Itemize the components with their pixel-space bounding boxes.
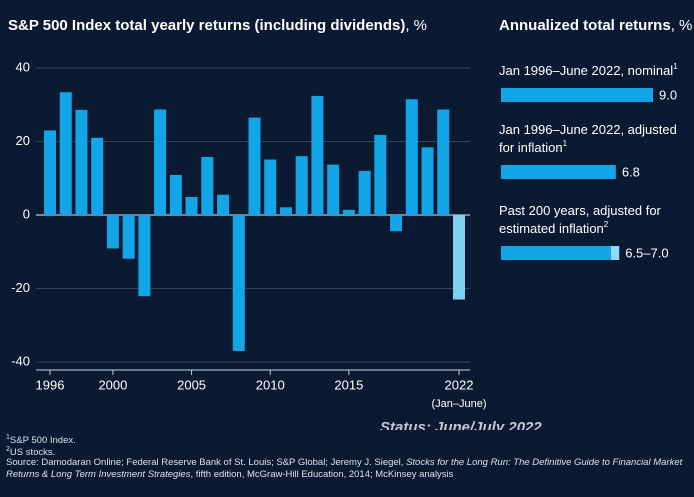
label-text: for inflation	[499, 140, 563, 155]
bar	[185, 196, 198, 215]
range-bar	[610, 246, 620, 260]
y-tick-label: 0	[23, 206, 30, 221]
footnote-mark: 1	[6, 434, 10, 441]
label-text: Past 200 years, adjusted for	[499, 203, 662, 218]
value-label: 6.5–7.0	[625, 245, 668, 260]
bar	[501, 246, 611, 260]
value-label: 6.8	[622, 164, 640, 179]
bar	[264, 159, 277, 215]
bar	[311, 95, 324, 215]
bar	[501, 165, 616, 179]
title: S&P 500 Index total yearly returns (incl…	[8, 17, 405, 34]
bar	[232, 215, 245, 351]
bar-label: Jan 1996–June 2022, nominal1	[499, 62, 678, 78]
bar	[342, 209, 355, 215]
value-label: 9.0	[659, 87, 677, 102]
bar	[295, 156, 308, 215]
bar-label: estimated inflation2	[499, 220, 609, 236]
source-text: , fifth edition, McGraw-Hill Education, …	[190, 469, 454, 480]
bar	[217, 194, 230, 215]
source-text: Source: Damodaran Online; Federal Reserv…	[6, 457, 407, 468]
y-tick-label: 40	[16, 59, 30, 74]
bar	[138, 215, 151, 297]
bar	[437, 109, 450, 215]
x-tick-label: 2015	[334, 377, 363, 392]
bar	[44, 130, 56, 215]
bar	[154, 109, 167, 215]
bar	[248, 117, 261, 215]
y-tick-label: -40	[11, 353, 30, 368]
bar	[390, 215, 403, 232]
footnote-text: S&P 500 Index.	[9, 435, 76, 447]
footnote: 2US stocks.	[6, 444, 55, 459]
bar	[327, 164, 340, 215]
bar	[122, 215, 135, 259]
footnote-mark: 2	[6, 446, 10, 453]
chart: S&P 500 Index total yearly returns (incl…	[8, 17, 692, 430]
panel-title: Annualized total returns, %	[499, 17, 692, 34]
label-text: Jan 1996–June 2022, adjusted	[499, 122, 677, 137]
footnote: 1S&P 500 Index.	[6, 432, 76, 447]
bar	[169, 174, 182, 215]
footnote-text: US stocks.	[9, 447, 56, 459]
bar	[91, 137, 104, 215]
bar	[421, 147, 434, 215]
bar	[405, 99, 418, 215]
bar	[75, 109, 88, 215]
bar-label: Jan 1996–June 2022, adjusted	[499, 122, 677, 137]
x-tick-label: 2005	[177, 377, 206, 392]
x-tick-label: 2000	[98, 377, 127, 392]
bar-label: for inflation1	[499, 139, 568, 155]
bar	[453, 215, 465, 300]
y-tick-label: -20	[11, 280, 30, 295]
status: Status: June/July 2022	[380, 419, 542, 430]
label-text: Jan 1996–June 2022, nominal	[499, 63, 673, 78]
y-tick-label: 20	[16, 133, 30, 148]
bar	[279, 207, 292, 215]
x-tick-label: 2010	[256, 377, 285, 392]
bar	[59, 92, 72, 215]
source-title: Stocks for the Long Run: The Definitive …	[6, 457, 683, 480]
title-unit: , %	[671, 17, 693, 34]
title: Annualized total returns	[499, 17, 671, 34]
footnote-mark: 2	[604, 220, 609, 229]
bar	[106, 215, 119, 249]
bar	[358, 170, 371, 215]
chart-title: S&P 500 Index total yearly returns (incl…	[8, 17, 427, 34]
footnote-mark: 1	[673, 62, 678, 71]
title-unit: , %	[405, 17, 427, 34]
source: Source: Damodaran Online; Federal Reserv…	[6, 457, 686, 481]
x-tick-label: 1996	[36, 377, 65, 392]
bar	[374, 134, 387, 215]
bar	[201, 156, 214, 215]
footnote-mark: 1	[563, 139, 568, 148]
x-tick-label: 2022	[445, 377, 474, 392]
label-text: estimated inflation	[499, 221, 604, 236]
bar	[501, 88, 653, 102]
bar-label: Past 200 years, adjusted for	[499, 203, 662, 218]
x-tick-note: (Jan–June)	[431, 398, 486, 410]
